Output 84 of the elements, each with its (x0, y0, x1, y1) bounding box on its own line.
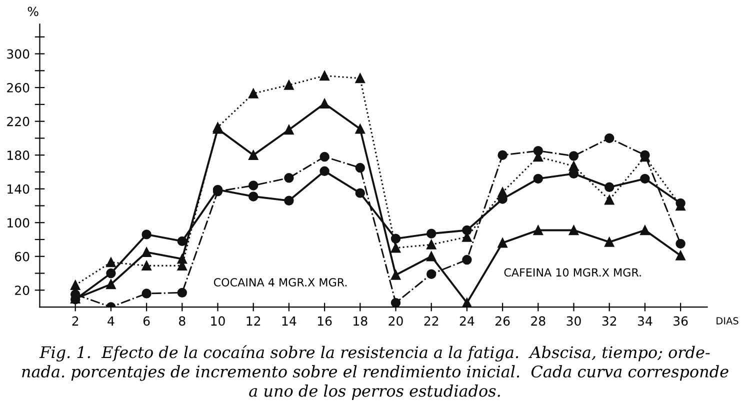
x-tick-label: 26 (496, 316, 510, 326)
point (142, 288, 152, 298)
point (284, 173, 294, 183)
y-tick-label: 60 (14, 252, 30, 262)
y-axis-title: % (28, 6, 38, 16)
point (355, 73, 366, 84)
y-tick-label: 100 (8, 218, 30, 228)
point (426, 228, 436, 238)
annotation: CAFEINA 10 MGR.X MGR. (504, 268, 641, 277)
annotation: COCAINA 4 MGR.X MGR. (214, 278, 347, 287)
x-tick-label: 36 (674, 316, 688, 326)
point (604, 133, 614, 144)
point (676, 250, 686, 260)
point (533, 146, 544, 156)
point (462, 254, 472, 265)
point (177, 236, 188, 246)
point (604, 182, 614, 192)
point (604, 237, 614, 247)
y-tick-label: 140 (8, 184, 30, 194)
point (390, 270, 401, 280)
point (498, 150, 508, 160)
point (248, 192, 258, 202)
x-tick-label: 32 (602, 316, 616, 326)
x-tick-label: 20 (388, 316, 403, 326)
y-tick-label: 20 (15, 286, 30, 296)
point (462, 298, 472, 308)
point (355, 188, 366, 198)
point (533, 225, 544, 236)
point (604, 194, 614, 205)
point (142, 260, 152, 271)
point (426, 252, 436, 262)
point (498, 187, 508, 198)
point (355, 162, 366, 173)
caption: Fig. 1. Efecto de la cocaína sobre la resistencia a la fatiga. Abscisa, tiempo; orde- nada. porcentajes de incremento sobre el rendimiento inicial. Cada curva corresponde a uno de los perros estudiados. (22, 345, 728, 400)
x-tick-label: 28 (531, 316, 546, 326)
x-tick-label: 18 (354, 316, 368, 326)
x-tick-label: 22 (424, 316, 438, 326)
point (284, 196, 294, 206)
point (498, 238, 508, 248)
point (284, 124, 294, 135)
point (248, 180, 258, 190)
point (142, 247, 152, 258)
x-axis-title: DIAS (716, 317, 738, 324)
point (568, 225, 579, 236)
point (106, 279, 116, 290)
y-tick-label: 260 (7, 83, 30, 92)
x-tick-label: 34 (638, 316, 652, 326)
point (106, 268, 116, 278)
point (640, 174, 650, 184)
point (106, 257, 116, 268)
point (568, 161, 579, 171)
point (248, 150, 258, 160)
x-tick-label: 6 (143, 316, 150, 326)
x-tick-label: 2 (72, 316, 78, 326)
y-tick-label: 220 (7, 116, 30, 126)
point (676, 238, 686, 249)
point (568, 151, 579, 161)
y-tick-label: 180 (8, 150, 30, 160)
point (248, 88, 258, 98)
point (320, 70, 330, 81)
point (390, 298, 401, 308)
point (640, 225, 650, 236)
point (70, 280, 80, 290)
point (390, 243, 401, 253)
point (426, 240, 436, 250)
point (533, 174, 544, 184)
point (320, 166, 330, 176)
point (320, 98, 330, 108)
x-tick-label: 16 (318, 316, 332, 326)
point (320, 152, 330, 162)
x-tick-label: 10 (211, 316, 225, 326)
point (355, 124, 366, 134)
point (177, 288, 188, 298)
x-tick-label: 14 (282, 316, 296, 326)
point (284, 80, 294, 90)
x-tick-label: 30 (566, 316, 581, 326)
x-tick-label: 12 (246, 316, 260, 326)
point (426, 269, 436, 279)
point (142, 230, 152, 240)
point (390, 234, 401, 244)
y-tick-label: 300 (7, 49, 30, 59)
x-tick-label: 24 (460, 316, 474, 326)
x-tick-label: 8 (179, 316, 186, 326)
x-tick-label: 4 (108, 316, 114, 326)
